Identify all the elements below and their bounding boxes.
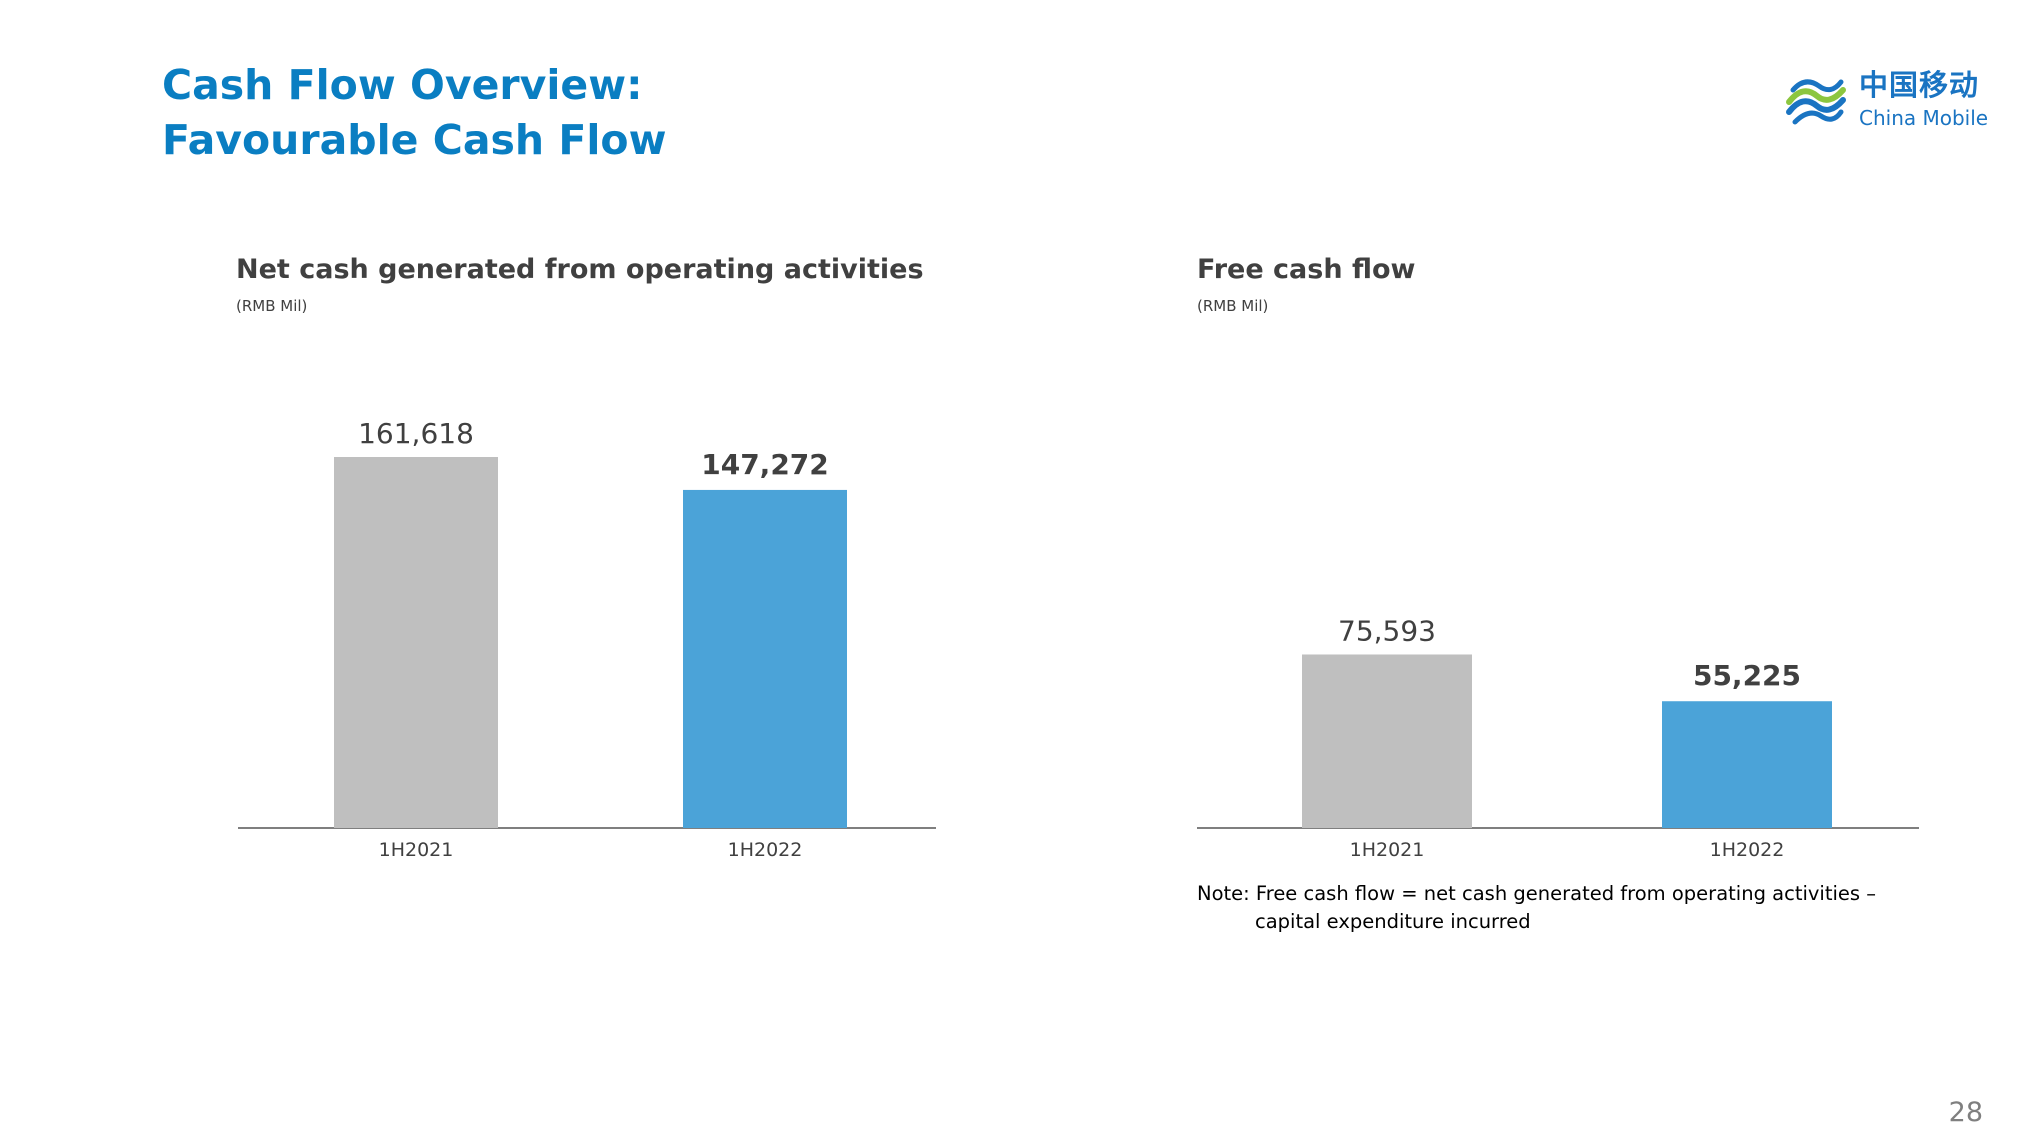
right-chart-title: Free cash flow bbox=[1197, 254, 1416, 285]
left-chart-unit: (RMB Mil) bbox=[236, 297, 308, 315]
left-chart-title: Net cash generated from operating activi… bbox=[236, 254, 924, 285]
slide-title-line1: Cash Flow Overview: bbox=[162, 61, 643, 109]
page-number: 28 bbox=[1948, 1097, 1983, 1128]
x-tick-label-1H2022: 1H2022 bbox=[1710, 839, 1785, 861]
x-tick-label-1H2022: 1H2022 bbox=[728, 839, 803, 861]
data-label-1H2022: 55,225 bbox=[1693, 659, 1801, 692]
free-cash-flow-note: Note: Free cash flow = net cash generate… bbox=[1197, 880, 1917, 936]
net-cash-operating-chart: 161,618 1H2021 147,272 1H2022 bbox=[238, 417, 936, 861]
slide-title: Cash Flow Overview: Favourable Cash Flow bbox=[162, 58, 666, 168]
note-line2: capital expenditure incurred bbox=[1255, 910, 1531, 933]
logo-name-en: China Mobile bbox=[1859, 106, 1989, 130]
free-cash-flow-chart: 75,593 1H2021 55,225 1H2022 bbox=[1197, 614, 1919, 861]
data-label-1H2022: 147,272 bbox=[701, 448, 829, 481]
note-line1: Note: Free cash flow = net cash generate… bbox=[1197, 882, 1877, 905]
x-tick-label-1H2021: 1H2021 bbox=[1350, 839, 1425, 861]
bar-1H2022 bbox=[1662, 701, 1832, 828]
bar-1H2021 bbox=[334, 457, 498, 828]
bar-1H2022 bbox=[683, 489, 847, 828]
data-label-1H2021: 161,618 bbox=[358, 417, 474, 450]
data-label-1H2021: 75,593 bbox=[1338, 614, 1436, 647]
logo-name-cn: 中国移动 bbox=[1859, 68, 1980, 102]
china-mobile-logo: 中国移动 China Mobile bbox=[1783, 68, 1993, 136]
right-chart-unit: (RMB Mil) bbox=[1197, 297, 1269, 315]
china-mobile-logo-icon bbox=[1786, 79, 1846, 125]
slide-title-line2: Favourable Cash Flow bbox=[162, 116, 667, 164]
bar-1H2021 bbox=[1302, 654, 1472, 828]
x-tick-label-1H2021: 1H2021 bbox=[379, 839, 454, 861]
